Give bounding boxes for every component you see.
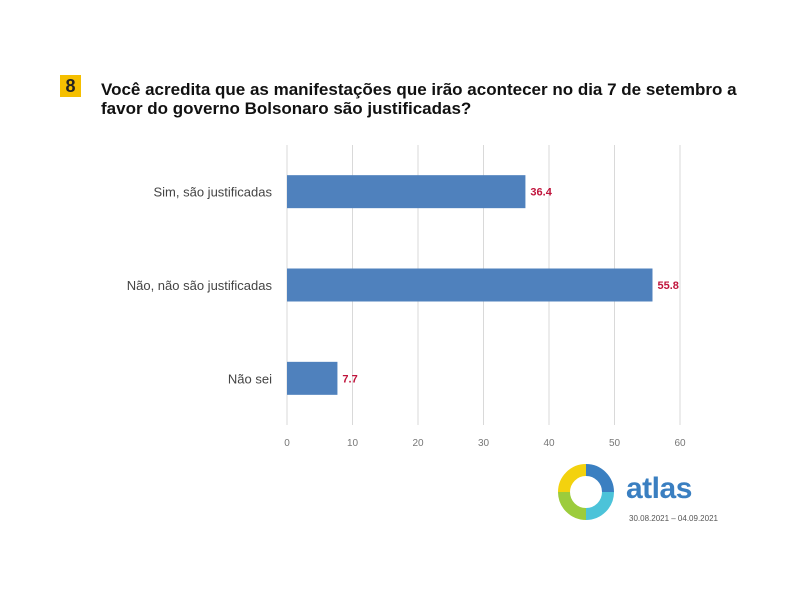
- x-tick-label: 20: [412, 438, 424, 449]
- data-label: 36.4: [530, 187, 552, 199]
- bar: [287, 268, 653, 302]
- atlas-logo-icon: [558, 464, 614, 520]
- x-tick-label: 60: [674, 438, 686, 449]
- x-tick-label: 50: [609, 438, 621, 449]
- data-label: 7.7: [342, 373, 357, 385]
- x-tick-label: 40: [543, 438, 555, 449]
- x-tick-label: 10: [347, 438, 359, 449]
- bar: [287, 361, 338, 395]
- survey-dates: 30.08.2021 – 04.09.2021: [629, 514, 718, 523]
- brand-block: atlas 30.08.2021 – 04.09.2021: [556, 462, 756, 532]
- data-label: 55.8: [657, 280, 678, 292]
- x-tick-label: 0: [284, 438, 290, 449]
- x-tick-label: 30: [478, 438, 490, 449]
- question-number-badge: 8: [60, 75, 81, 97]
- category-label: Não sei: [228, 371, 272, 386]
- question-title: Você acredita que as manifestações que i…: [101, 80, 737, 118]
- category-label: Sim, são justificadas: [154, 185, 273, 200]
- category-label: Não, não são justificadas: [127, 278, 273, 293]
- bar: [287, 175, 526, 209]
- brand-name: atlas: [626, 472, 692, 505]
